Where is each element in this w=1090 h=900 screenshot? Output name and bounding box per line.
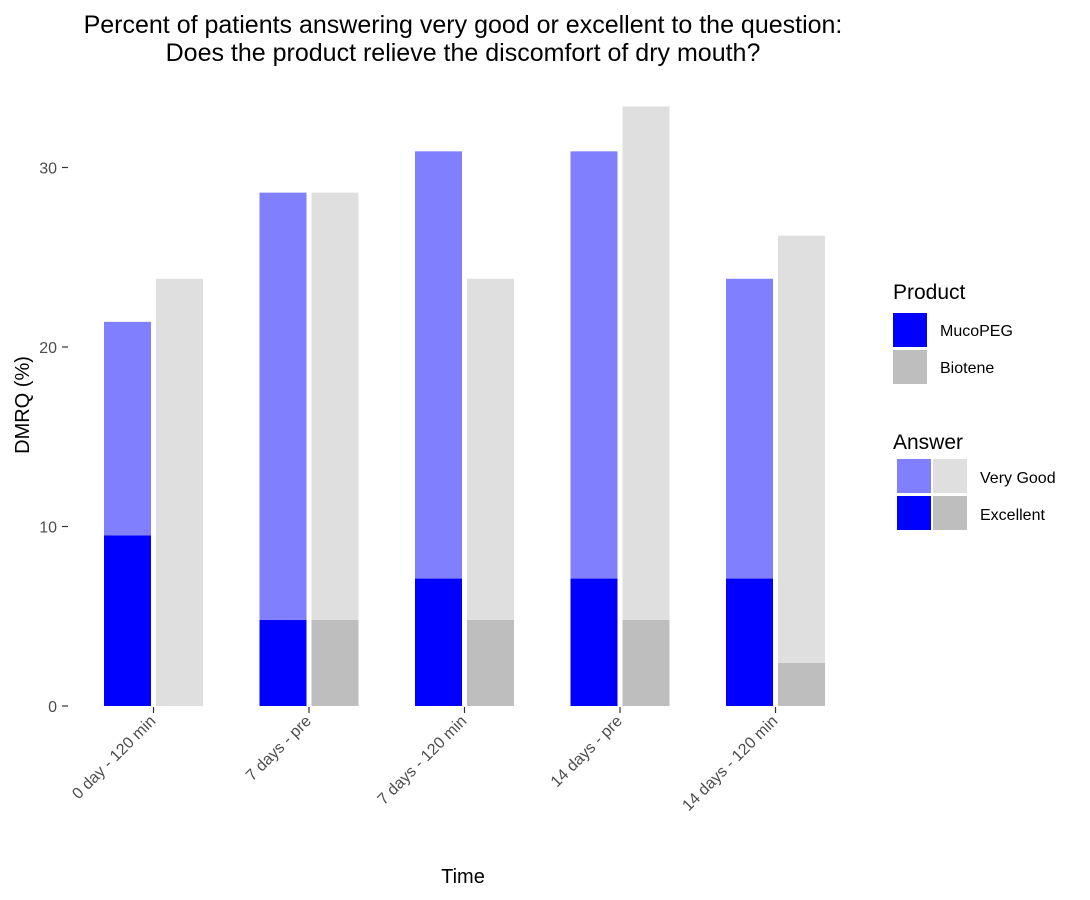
- legend-swatch-biotene: [893, 350, 927, 384]
- bar-biotene-very-good-0-day-120-min: [156, 278, 203, 706]
- x-tick-label-7-days-120-min: 7 days - 120 min: [375, 713, 471, 809]
- chart-title: Percent of patients answering very good …: [84, 11, 843, 39]
- bar-mucopeg-excellent-14-days-120-min: [726, 578, 773, 706]
- y-tick-label-30: 30: [39, 161, 57, 178]
- y-tick-label-0: 0: [48, 699, 57, 716]
- legend-product-title: Product: [893, 281, 966, 304]
- y-axis: 0 10 20 30: [39, 161, 68, 716]
- bar-biotene-excellent-7-days-pre: [311, 619, 359, 706]
- x-axis-title: Time: [441, 866, 485, 888]
- bars: [104, 106, 825, 706]
- y-tick-label-20: 20: [39, 340, 57, 357]
- bar-mucopeg-very-good-7-days-120-min: [415, 151, 462, 579]
- bar-mucopeg-excellent-7-days-pre: [259, 619, 307, 706]
- bar-mucopeg-excellent-14-days-pre: [570, 578, 618, 706]
- legend-swatch-very-good-biotene: [933, 459, 967, 493]
- bar-mucopeg-excellent-0-day-120-min: [104, 535, 151, 706]
- y-axis-title: DMRQ (%): [12, 356, 34, 454]
- bar-biotene-very-good-7-days-pre: [311, 192, 359, 620]
- legend-label-mucopeg: MucoPEG: [940, 323, 1013, 340]
- legend-label-very-good: Very Good: [980, 470, 1056, 487]
- legend-swatch-excellent-mucopeg: [897, 496, 931, 530]
- bar-biotene-excellent-14-days-120-min: [778, 662, 825, 706]
- legend: Product MucoPEG Biotene Answer Very Good…: [893, 281, 1056, 530]
- bar-biotene-very-good-14-days-120-min: [778, 235, 825, 663]
- chart-subtitle: Does the product relieve the discomfort …: [166, 39, 761, 67]
- bar-mucopeg-very-good-14-days-pre: [570, 151, 618, 579]
- x-tick-label-7-days-pre: 7 days - pre: [243, 713, 315, 785]
- legend-answer-title: Answer: [893, 431, 963, 454]
- legend-swatch-excellent-biotene: [933, 496, 967, 530]
- bar-biotene-very-good-7-days-120-min: [467, 278, 514, 620]
- legend-label-excellent: Excellent: [980, 507, 1045, 524]
- legend-label-biotene: Biotene: [940, 360, 994, 377]
- x-tick-label-0-day-120-min: 0 day - 120 min: [69, 713, 159, 803]
- bar-mucopeg-very-good-0-day-120-min: [104, 321, 151, 536]
- x-axis: 0 day - 120 min 7 days - pre 7 days - 120 …: [69, 707, 781, 815]
- bar-mucopeg-very-good-7-days-pre: [259, 192, 307, 620]
- bar-mucopeg-very-good-14-days-120-min: [726, 278, 773, 579]
- y-tick-label-10: 10: [39, 520, 57, 537]
- bar-mucopeg-excellent-7-days-120-min: [415, 578, 462, 706]
- legend-swatch-mucopeg: [893, 313, 927, 347]
- bar-biotene-excellent-7-days-120-min: [467, 619, 514, 706]
- legend-swatch-very-good-mucopeg: [897, 459, 931, 493]
- x-tick-label-14-days-120-min: 14 days - 120 min: [679, 713, 781, 815]
- x-tick-label-14-days-pre: 14 days - pre: [548, 713, 626, 791]
- bar-biotene-excellent-14-days-pre: [622, 619, 670, 706]
- bar-biotene-very-good-14-days-pre: [622, 106, 670, 620]
